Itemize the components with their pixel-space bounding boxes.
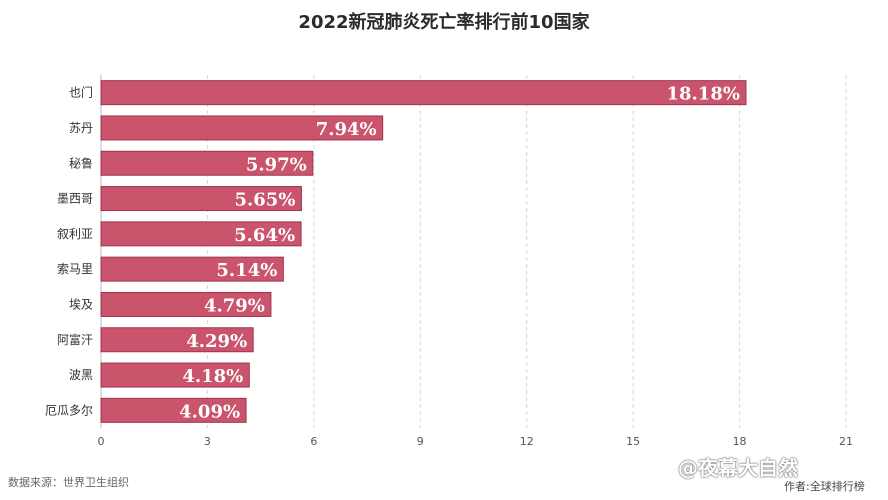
category-label: 波黑 — [69, 368, 93, 382]
category-label: 秘鲁 — [69, 156, 93, 170]
bar-layer — [100, 80, 747, 423]
category-label: 阿富汗 — [57, 332, 93, 347]
label-layer: 0 3 6 9 12 15 18 21 也门 18.18% 苏丹 7.94% 秘鲁 5.97% 墨西哥 5.6… — [45, 84, 853, 448]
value-label: 5.64% — [234, 225, 295, 246]
author-note: 作者:全球排行榜 — [784, 480, 865, 493]
category-label: 叙利亚 — [57, 227, 93, 241]
value-label: 4.09% — [179, 401, 240, 422]
bar-索马里 — [100, 256, 284, 282]
x-tick-label: 0 — [98, 435, 105, 448]
category-label: 墨西哥 — [57, 192, 93, 206]
watermark: @夜幕大自然 — [678, 456, 798, 480]
bar-也门 — [100, 80, 747, 106]
value-label: 5.97% — [246, 154, 307, 175]
x-tick-label: 12 — [520, 435, 534, 448]
x-tick-label: 21 — [839, 435, 853, 448]
x-tick-label: 3 — [204, 435, 211, 448]
x-tick-label: 15 — [626, 435, 640, 448]
category-label: 也门 — [69, 85, 93, 100]
value-label: 4.29% — [186, 331, 247, 352]
x-tick-label: 9 — [417, 435, 424, 448]
category-label: 索马里 — [57, 262, 93, 276]
x-tick-label: 18 — [733, 435, 747, 448]
x-tick-label: 6 — [310, 435, 317, 448]
bar-阿富汗 — [100, 327, 254, 353]
bar-墨西哥 — [100, 186, 302, 212]
value-label: 5.65% — [234, 190, 295, 211]
value-label: 7.94% — [316, 119, 377, 140]
bar-波黑 — [100, 362, 250, 388]
value-label: 4.79% — [204, 295, 265, 316]
bar-厄瓜多尔 — [100, 397, 247, 423]
data-source-note: 数据来源：世界卫生组织 — [8, 476, 129, 489]
category-label: 埃及 — [69, 297, 93, 311]
bar-秘鲁 — [100, 150, 314, 176]
bar-埃及 — [100, 291, 272, 317]
category-label: 苏丹 — [69, 121, 93, 135]
value-label: 18.18% — [666, 84, 739, 105]
category-label: 厄瓜多尔 — [45, 402, 93, 417]
chart-title: 2022新冠肺炎死亡率排行前10国家 — [298, 12, 590, 33]
bar-苏丹 — [100, 115, 384, 141]
value-label: 5.14% — [216, 260, 277, 281]
bar-叙利亚 — [100, 221, 302, 247]
value-label: 4.18% — [182, 366, 243, 387]
